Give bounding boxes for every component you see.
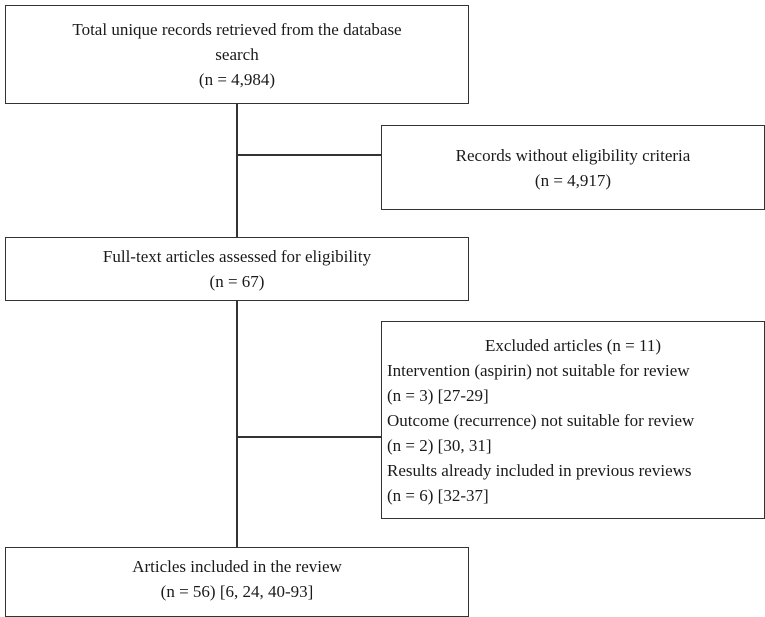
- connector-to-without: [236, 154, 381, 156]
- fulltext-assessed-count: (n = 67): [209, 272, 265, 291]
- connector-main-top: [236, 104, 238, 237]
- excluded-reason-count: (n = 2) [30, 31]: [387, 435, 492, 455]
- excluded-reason-count: (n = 6) [32-37]: [387, 485, 489, 505]
- articles-included-box: Articles included in the review (n = 56)…: [5, 547, 469, 617]
- articles-included-count: (n = 56) [6, 24, 40-93]: [160, 582, 314, 601]
- records-retrieved-text-cont: search: [215, 45, 259, 64]
- records-without-criteria-box: Records without eligibility criteria (n …: [381, 125, 765, 210]
- excluded-reason-count: (n = 3) [27-29]: [387, 385, 489, 405]
- connector-to-excluded: [236, 436, 381, 438]
- connector-main-bottom: [236, 301, 238, 547]
- excluded-articles-box: Excluded articles (n = 11) Intervention …: [381, 321, 765, 519]
- excluded-reason: Intervention (aspirin) not suitable for …: [387, 360, 690, 380]
- excluded-articles-title: Excluded articles (n = 11): [484, 335, 662, 355]
- fulltext-assessed-text: Full-text articles assessed for eligibil…: [102, 247, 372, 266]
- records-retrieved-box: Total unique records retrieved from the …: [5, 5, 469, 104]
- excluded-reason: Results already included in previous rev…: [387, 460, 692, 480]
- records-without-criteria-count: (n = 4,917): [534, 170, 612, 190]
- fulltext-assessed-box: Full-text articles assessed for eligibil…: [5, 237, 469, 301]
- excluded-reason: Outcome (recurrence) not suitable for re…: [387, 410, 695, 430]
- records-retrieved-count: (n = 4,984): [198, 70, 276, 89]
- records-without-criteria-text: Records without eligibility criteria: [455, 145, 691, 165]
- records-retrieved-text: Total unique records retrieved from the …: [72, 20, 402, 39]
- articles-included-text: Articles included in the review: [132, 557, 342, 576]
